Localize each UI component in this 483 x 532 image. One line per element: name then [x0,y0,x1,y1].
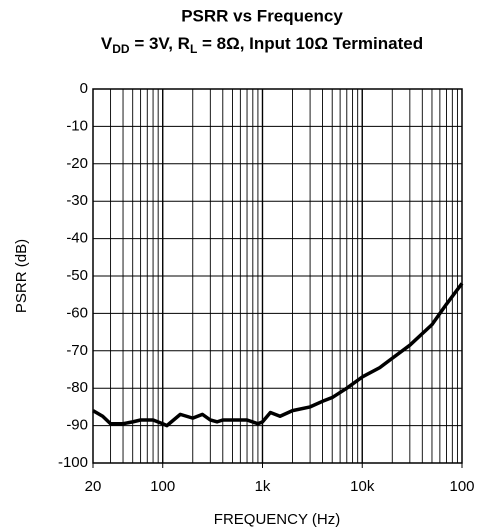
x-tick-label: 100 [150,478,175,495]
subtitle-text: = 8Ω, Input 10Ω Terminated [197,34,423,53]
subscript: DD [112,42,130,56]
x-tick-label: 100 [449,478,474,495]
y-tick-label: -40 [66,230,88,247]
x-tick-label: 1k [255,478,271,495]
chart-title: PSRR vs Frequency [181,6,343,25]
y-tick-label: -90 [66,417,88,434]
y-tick-label: -100 [58,454,88,471]
y-tick-label: -30 [66,192,88,209]
y-tick-label: -60 [66,304,88,321]
subtitle-text: = 3V, R [130,34,190,53]
y-tick-label: -10 [66,117,88,134]
chart-subtitle: VDD = 3V, RL = 8Ω, Input 10Ω Terminated [101,34,423,56]
subscript: L [190,42,197,56]
plot-frame [92,88,463,464]
y-tick-label: -50 [66,267,88,284]
subtitle-text: V [101,34,113,53]
y-tick-label: -70 [66,342,88,359]
y-tick-label: -20 [66,155,88,172]
x-axis-title: FREQUENCY (Hz) [214,511,340,528]
x-tick-label: 20 [85,478,102,495]
y-tick-label: 0 [80,80,88,97]
x-tick-label: 10k [350,478,375,495]
line [92,282,464,428]
y-tick-label: -80 [66,379,88,396]
y-axis-title: PSRR (dB) [13,239,30,313]
